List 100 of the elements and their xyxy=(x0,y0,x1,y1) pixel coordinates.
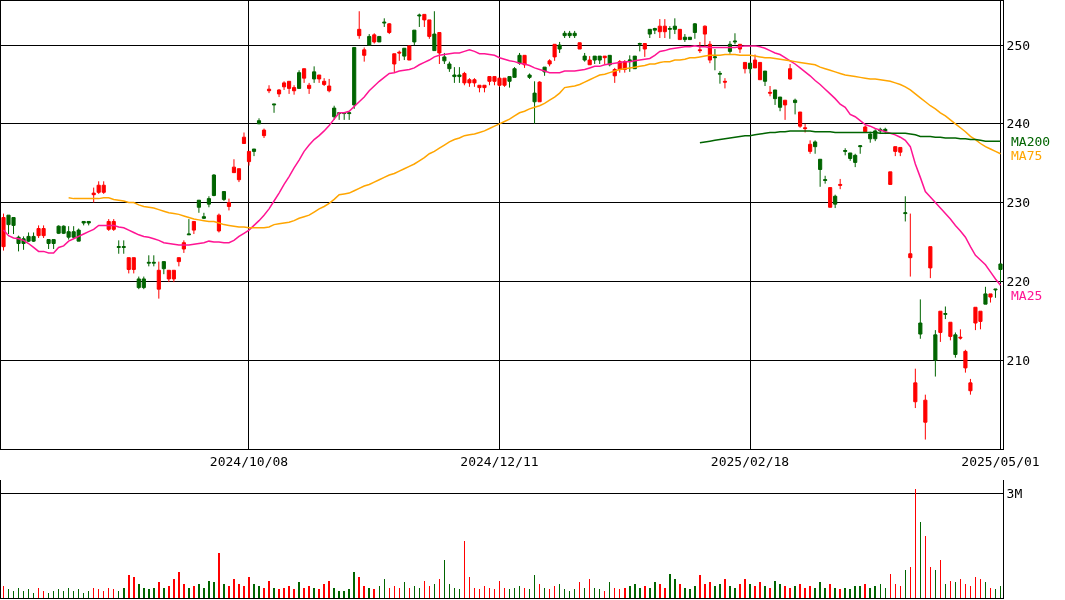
candlestick xyxy=(161,261,166,275)
candlestick xyxy=(858,144,863,155)
candlestick xyxy=(226,198,232,211)
candlestick xyxy=(151,254,156,267)
candlestick xyxy=(712,48,717,71)
candlestick xyxy=(271,103,277,114)
candlestick xyxy=(908,213,913,278)
candlestick xyxy=(587,55,592,66)
candlestick xyxy=(221,191,227,202)
candlestick xyxy=(747,62,753,74)
candlestick xyxy=(803,123,808,133)
candlestick xyxy=(968,378,973,396)
candlestick xyxy=(808,139,813,155)
y-tick-label: 250 xyxy=(1006,37,1031,53)
candlestick xyxy=(958,328,963,341)
candlestick xyxy=(186,218,191,236)
candlestick xyxy=(577,42,582,50)
candlestick xyxy=(697,41,702,54)
candlestick xyxy=(322,77,327,87)
candlestick xyxy=(652,27,657,35)
candlestick xyxy=(843,147,848,156)
candlestick xyxy=(788,63,793,81)
candlestick xyxy=(582,52,587,63)
candlestick xyxy=(206,195,211,208)
y-tick-label: 210 xyxy=(1006,352,1031,368)
candlestick xyxy=(552,43,557,62)
line-series xyxy=(699,130,1002,144)
candlestick xyxy=(757,61,763,81)
candlestick xyxy=(732,32,738,45)
candlestick xyxy=(417,13,422,28)
candlestick xyxy=(782,99,788,121)
candlestick xyxy=(988,293,993,304)
candlestick xyxy=(637,42,642,52)
y-tick-label: 230 xyxy=(1006,195,1031,211)
candlestick xyxy=(767,85,773,97)
candlestick xyxy=(317,74,322,84)
candlestick xyxy=(998,263,1003,283)
candlestick xyxy=(412,29,417,46)
candlestick xyxy=(928,246,933,279)
candlestick xyxy=(642,43,647,58)
candlestick xyxy=(923,394,928,441)
candlestick xyxy=(537,80,542,103)
candlestick xyxy=(382,17,387,28)
candlestick xyxy=(121,239,126,255)
candlestick xyxy=(662,18,667,39)
candlestick xyxy=(963,349,968,374)
candlestick xyxy=(818,158,823,188)
candlestick xyxy=(828,187,833,208)
candlestick xyxy=(256,117,262,125)
candlestick xyxy=(211,173,216,197)
candlestick xyxy=(357,10,362,40)
candlestick xyxy=(156,261,161,300)
candlestick xyxy=(702,24,707,47)
x-tick-label: 2025/02/18 xyxy=(710,453,790,469)
candlestick xyxy=(722,77,728,89)
candlestick xyxy=(372,32,377,45)
x-tick-label: 2025/05/01 xyxy=(961,453,1040,469)
candlestick xyxy=(798,111,803,129)
candlestick xyxy=(307,82,312,95)
candlestick xyxy=(437,31,442,65)
candlestick xyxy=(241,131,247,145)
candlestick xyxy=(838,178,843,190)
candlestick xyxy=(191,220,196,235)
candlestick xyxy=(727,40,733,55)
candlestick xyxy=(938,310,943,343)
candlestick xyxy=(447,61,452,73)
candlestick xyxy=(327,78,332,93)
candlestick xyxy=(171,269,176,283)
candlestick xyxy=(302,68,307,84)
candlestick xyxy=(547,58,552,67)
candlestick xyxy=(903,195,908,222)
candlestick xyxy=(131,257,136,274)
candlestick xyxy=(677,28,682,41)
candlestick xyxy=(953,331,958,359)
y-tick-label: 3M xyxy=(1006,486,1023,502)
candlestick xyxy=(527,72,532,80)
candlestick xyxy=(517,52,522,66)
candlestick xyxy=(281,80,287,91)
candlestick xyxy=(196,199,201,214)
candlestick xyxy=(532,80,537,125)
candlestick xyxy=(362,46,367,63)
line-series xyxy=(2,45,1002,286)
candlestick xyxy=(402,47,407,61)
candlestick xyxy=(276,88,282,98)
candlestick xyxy=(557,41,562,54)
candlestick xyxy=(742,61,748,74)
candlestick xyxy=(762,70,768,87)
candlestick xyxy=(266,84,272,94)
candlestick xyxy=(913,368,918,409)
candlestick xyxy=(347,112,352,121)
candlestick xyxy=(813,139,818,155)
candlestick xyxy=(602,55,607,65)
candlestick xyxy=(367,33,372,46)
candlestick xyxy=(1,213,6,252)
candlestick xyxy=(933,329,938,378)
candlestick xyxy=(407,45,412,61)
candlestick xyxy=(141,276,146,290)
candlestick xyxy=(176,257,181,267)
line-series xyxy=(67,53,1002,229)
series-label: MA75 xyxy=(1011,148,1043,163)
